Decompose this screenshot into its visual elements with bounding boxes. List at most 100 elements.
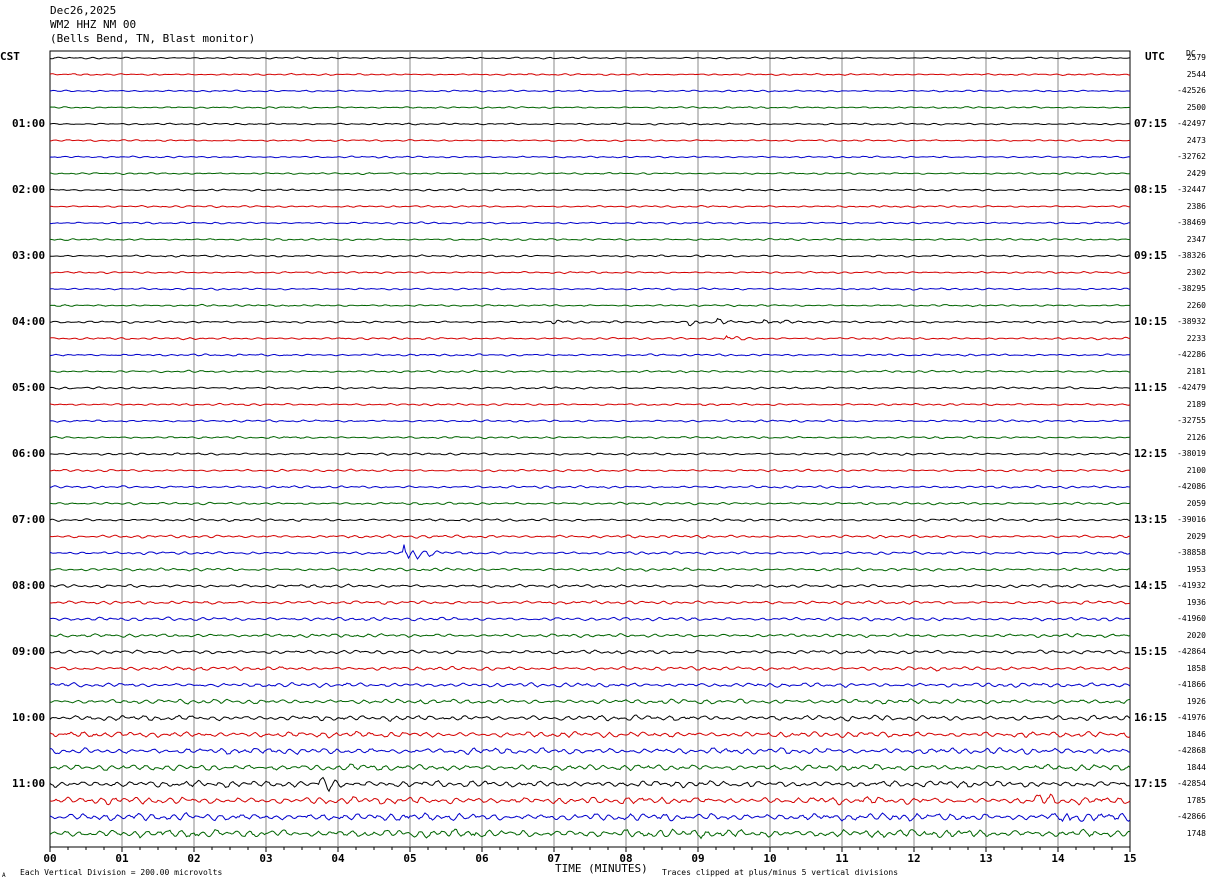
- left-time-label: 07:00: [12, 513, 46, 526]
- x-tick-label: 00: [43, 852, 56, 865]
- trace-row: [49, 793, 1131, 806]
- trace-row: [49, 402, 1131, 407]
- trace-row: [49, 419, 1131, 423]
- dc-offset-label: -42526: [1177, 86, 1206, 95]
- right-time-label: 15:15: [1134, 645, 1168, 658]
- right-time-label: 13:15: [1134, 513, 1168, 526]
- dc-offset-label: -42086: [1177, 482, 1206, 491]
- dc-offset-label: -41866: [1177, 680, 1206, 689]
- dc-offset-label: -38326: [1177, 251, 1206, 260]
- x-tick-label: 02: [187, 852, 200, 865]
- dc-offset-label: -38295: [1177, 284, 1206, 293]
- dc-offset-label: -32755: [1177, 416, 1206, 425]
- trace-row: [49, 435, 1131, 440]
- trace-row: [49, 270, 1131, 275]
- left-timezone-label: CST: [0, 50, 20, 63]
- trace-row: [49, 747, 1131, 755]
- trace-row: [49, 730, 1131, 739]
- trace-row: [49, 600, 1131, 605]
- x-tick-label: 03: [259, 852, 272, 865]
- dc-offset-label: 2386: [1186, 201, 1206, 211]
- trace-row: [49, 534, 1131, 539]
- dc-offset-label: -42854: [1177, 779, 1206, 788]
- x-tick-label: 06: [475, 852, 489, 865]
- trace-row: [49, 484, 1131, 489]
- right-time-label: 11:15: [1134, 381, 1168, 394]
- dc-offset-label: -32447: [1177, 185, 1206, 194]
- trace-row: [49, 633, 1131, 639]
- left-time-label: 06:00: [12, 447, 46, 460]
- dc-offset-label: 2029: [1186, 531, 1206, 541]
- right-time-label: 17:15: [1134, 777, 1168, 790]
- dc-offset-label: 2579: [1186, 53, 1206, 62]
- trace-row: [49, 204, 1131, 209]
- dc-offset-label: -42864: [1177, 647, 1206, 656]
- dc-offset-label: -41960: [1177, 614, 1206, 623]
- trace-row: [50, 682, 1131, 689]
- dc-offset-label: -41932: [1177, 581, 1206, 590]
- x-tick-label: 14: [1051, 852, 1065, 865]
- x-tick-label: 05: [403, 852, 416, 865]
- dc-offset-label: 2020: [1186, 630, 1206, 640]
- dc-offset-label: -41976: [1177, 713, 1206, 722]
- x-tick-label: 12: [907, 852, 920, 865]
- trace-row: [49, 583, 1131, 589]
- x-tick-label: 09: [691, 852, 704, 865]
- dc-offset-label: -42286: [1177, 350, 1206, 359]
- trace-row: [49, 517, 1131, 522]
- left-time-label: 04:00: [12, 315, 46, 328]
- dc-offset-label: -38858: [1177, 548, 1206, 557]
- trace-row: [49, 122, 1131, 126]
- trace-row: [49, 649, 1131, 655]
- trace-row: [49, 714, 1131, 722]
- trace-row: [49, 369, 1131, 374]
- clip-note: Traces clipped at plus/minus 5 vertical …: [662, 868, 899, 877]
- x-tick-label: 08: [619, 852, 632, 865]
- trace-row: [49, 776, 1131, 793]
- trace-row: [49, 287, 1131, 291]
- left-time-label: 11:00: [12, 777, 46, 790]
- dc-label: DC: [1186, 49, 1196, 58]
- header-station: WM2 HHZ NM 00: [50, 18, 137, 31]
- x-axis-ticks: 00 01 02 03 04 05 06 07 08 09 10 11 12 13 14 15: [43, 847, 1137, 865]
- header-location: (Bells Bend, TN, Blast monitor): [50, 32, 256, 45]
- trace-row: [49, 353, 1130, 357]
- right-time-label: 08:15: [1134, 183, 1168, 196]
- trace-row: [49, 221, 1131, 225]
- trace-row: [49, 56, 1131, 60]
- dc-offset-label: 1936: [1186, 597, 1206, 607]
- right-time-label: 12:15: [1134, 447, 1168, 460]
- trace-row: [49, 828, 1131, 840]
- right-timezone-label: UTC: [1145, 50, 1165, 63]
- left-time-label: 02:00: [12, 183, 46, 196]
- trace-row: [49, 254, 1131, 258]
- left-time-label: 08:00: [12, 579, 46, 592]
- left-time-label: 10:00: [12, 711, 46, 724]
- dc-offset-label: 2233: [1186, 333, 1206, 343]
- left-time-label: 09:00: [12, 645, 46, 658]
- plot-frame: [49, 50, 1131, 848]
- scale-note: Each Vertical Division = 200.00 microvol…: [20, 868, 223, 877]
- dc-offset-label: 1748: [1186, 828, 1206, 838]
- dc-offset-label: 2544: [1186, 69, 1206, 79]
- dc-offset-label: -42868: [1177, 746, 1206, 755]
- x-tick-label: 13: [979, 852, 992, 865]
- dc-offset-label: 2126: [1186, 432, 1206, 442]
- trace-row: [49, 303, 1131, 308]
- dc-offset-label: 2059: [1186, 498, 1206, 508]
- dc-offset-label: -38469: [1177, 218, 1206, 227]
- right-time-label: 09:15: [1134, 249, 1168, 262]
- dc-offset-label: 1926: [1186, 696, 1206, 706]
- left-time-label: 03:00: [12, 249, 46, 262]
- right-time-label: 16:15: [1134, 711, 1168, 724]
- x-tick-label: 10: [763, 852, 776, 865]
- traces: [49, 56, 1131, 840]
- right-time-label: 07:15: [1134, 117, 1168, 130]
- trace-row: [49, 171, 1130, 176]
- dc-offset-label: -42866: [1177, 812, 1206, 821]
- x-tick-label: 04: [331, 852, 345, 865]
- x-axis-label: TIME (MINUTES): [555, 862, 648, 875]
- dc-offset-label: 2181: [1186, 366, 1206, 376]
- grid: [49, 50, 1131, 848]
